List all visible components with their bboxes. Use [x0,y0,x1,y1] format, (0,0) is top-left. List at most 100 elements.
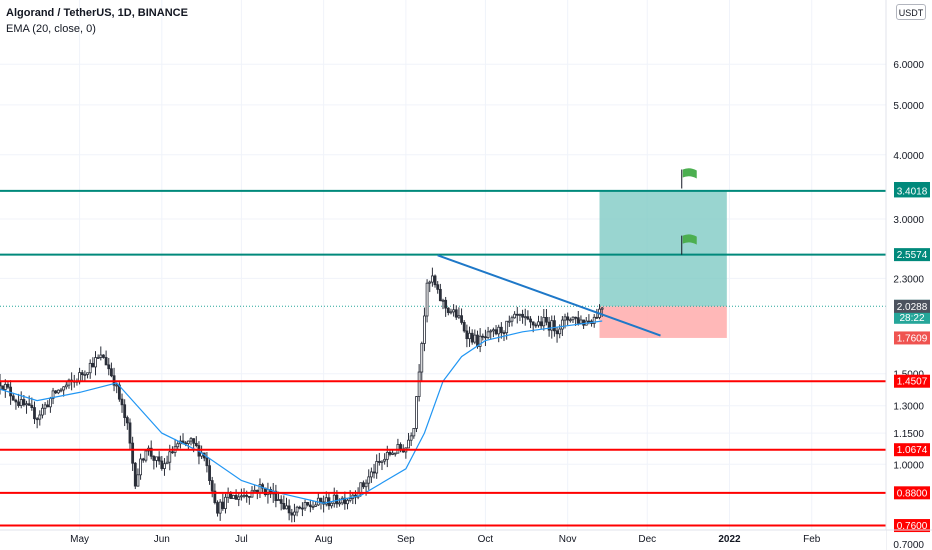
candle [0,373,2,395]
candle-body [96,357,100,359]
candle [369,467,373,483]
candle-body [436,284,440,290]
candle-body [579,319,583,324]
candle [123,399,127,427]
candle-body [330,502,333,507]
candle [112,367,116,392]
candle [213,483,217,505]
candle-body [420,343,424,373]
candle [234,489,238,500]
candle-body [216,502,219,514]
time-axis[interactable]: May Jun Jul Aug Sep Oct Nov Dec 2022 Feb [0,529,932,550]
candle [330,502,333,509]
candle [80,369,84,381]
price-label-badge [894,184,930,198]
candle [163,458,166,476]
time-tick-label: 2022 [718,534,741,545]
candle [56,389,60,395]
candle [141,457,145,463]
candle [125,415,129,430]
candle [160,455,164,471]
candle [396,438,400,454]
candle-body [192,438,196,444]
candle-body [155,456,158,461]
horizontal-levels[interactable] [0,189,886,527]
candle-body [141,458,145,461]
time-tick-label: May [70,534,89,545]
ema-20-line [0,320,603,504]
flag-markers[interactable] [681,168,697,255]
candle [473,329,477,345]
candle-body [205,457,209,467]
candle-body [470,332,474,343]
candle-body [253,489,257,492]
candle-body [537,321,540,326]
candle [433,274,437,288]
candle-body [237,496,241,500]
candle [11,392,15,401]
flag-icon[interactable] [681,168,697,189]
price-label-support: 1.4507 [897,377,928,388]
trendline[interactable] [437,254,661,337]
flag-cloth [682,168,697,179]
candle-body [14,399,18,403]
candle-body [282,503,286,510]
candle-body [518,313,522,316]
candle [537,315,540,328]
price-label-badge [894,331,930,345]
candle [282,495,286,510]
candle [226,487,230,503]
candle-body [494,329,498,335]
candle [407,432,410,449]
price-label-support: 0.7600 [897,521,928,532]
candle [470,329,474,345]
candle [104,350,108,366]
candle [492,327,495,338]
candle-body [94,357,97,368]
candle-body [295,506,299,513]
price-axis[interactable]: 6.00005.00004.00003.00002.30001.50001.30… [885,0,932,550]
time-tick-label: Jun [154,534,170,545]
loss-zone[interactable] [599,306,727,338]
profit-zone[interactable] [599,190,727,307]
candle-body [83,374,87,376]
price-tick-label: 2.3000 [893,274,924,285]
price-label-badge [894,299,930,313]
price-tick-label: 3.0000 [893,215,924,226]
candle [232,494,235,499]
candle [54,390,58,395]
candle-body [107,364,111,370]
candle-body [497,326,501,335]
price-tick-label: 0.7000 [893,540,924,550]
candle-body [210,480,214,492]
candle [409,432,413,446]
candle-body [245,494,249,497]
candle-body [3,383,7,390]
candle [327,492,331,510]
candle [221,493,225,511]
candle [430,267,434,287]
indicator-legend[interactable]: EMA (20, close, 0) [6,23,96,35]
candle [576,310,580,326]
price-label-badge [894,486,930,500]
price-label-stop: 1.7609 [897,333,928,344]
time-tick-label: Sep [397,534,415,545]
candle-body [277,499,280,502]
candle [168,444,172,471]
flag-icon[interactable] [681,234,697,255]
candle [346,498,349,510]
long-position-tool[interactable] [0,190,886,338]
candle-body [526,316,530,320]
candle-body [412,428,416,437]
candle [255,489,259,500]
candle-body [152,455,156,461]
candle-body [133,462,137,487]
price-axis-bg [886,0,932,550]
currency-button[interactable]: USDT [896,4,926,20]
candle [428,280,432,293]
descending-trendline[interactable] [437,254,661,337]
candle [208,459,211,485]
candle [224,493,227,514]
candle-body [383,458,387,462]
